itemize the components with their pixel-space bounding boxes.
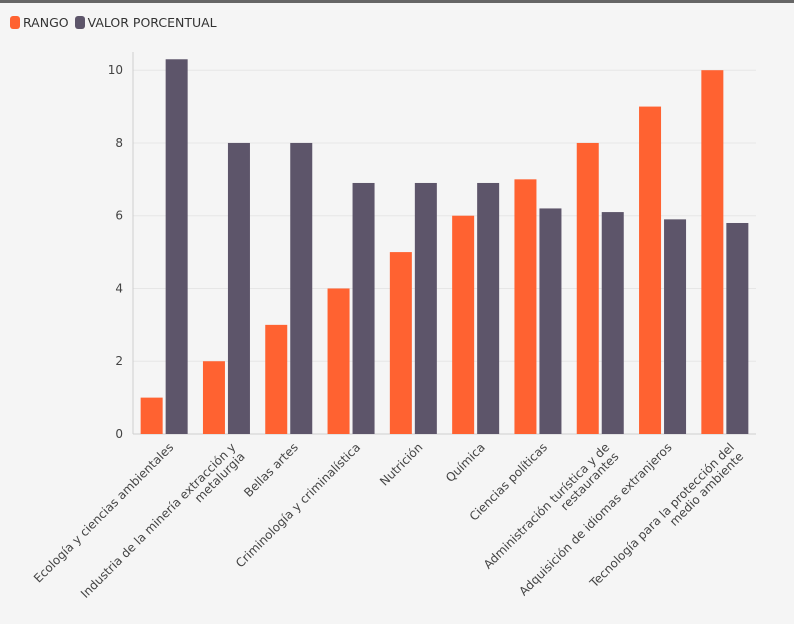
x-tick-label-0: Ecología y ciencias ambientales (31, 440, 176, 585)
legend-swatch-rango (10, 16, 20, 29)
x-tick-label-2: Bellas artes (241, 440, 301, 500)
legend-label-rango: RANGO (23, 15, 69, 30)
y-tick-label-2: 2 (115, 354, 123, 368)
bar-rango-6 (514, 179, 537, 434)
top-border (0, 0, 794, 3)
y-tick-label-6: 6 (115, 209, 123, 223)
x-tick-label-line: Nutrición (377, 440, 425, 488)
x-tick-label-line: Bellas artes (241, 440, 301, 500)
x-tick-label-line: Química (443, 440, 488, 485)
bar-rango-3 (327, 288, 350, 434)
y-tick-label-10: 10 (108, 63, 123, 77)
bar-valor-porcentual-7 (601, 212, 624, 434)
x-tick-label-4: Nutrición (377, 440, 425, 488)
bar-rango-1 (202, 361, 225, 434)
x-tick-label-3: Criminología y criminalística (233, 440, 363, 570)
legend-item-valor-porcentual[interactable]: VALOR PORCENTUAL (74, 15, 217, 30)
bar-valor-porcentual-5 (477, 182, 500, 434)
y-tick-label-0: 0 (115, 427, 123, 441)
y-tick-label-4: 4 (115, 281, 123, 295)
x-tick-label-line: Criminología y criminalística (233, 440, 363, 570)
bar-rango-5 (452, 215, 475, 434)
bar-valor-porcentual-9 (726, 222, 749, 434)
bar-valor-porcentual-8 (664, 219, 687, 434)
legend-swatch-valor-porcentual (74, 16, 85, 29)
bar-valor-porcentual-0 (165, 59, 188, 435)
bar-valor-porcentual-3 (352, 182, 375, 434)
chart-legend: RANGO VALOR PORCENTUAL (10, 15, 223, 30)
y-tick-label-8: 8 (115, 136, 123, 150)
legend-item-rango[interactable]: RANGO (10, 15, 69, 30)
bar-rango-0 (140, 397, 163, 434)
bar-rango-4 (389, 252, 412, 434)
bar-rango-7 (576, 142, 599, 434)
bar-rango-9 (701, 70, 724, 434)
legend-label-valor-porcentual: VALOR PORCENTUAL (87, 15, 217, 30)
x-tick-label-line: Ecología y ciencias ambientales (31, 440, 176, 585)
bar-valor-porcentual-6 (539, 208, 562, 434)
x-tick-label-1: Industria de la minería extracción ymeta… (78, 440, 248, 610)
bar-valor-porcentual-1 (227, 142, 250, 434)
bar-valor-porcentual-2 (290, 142, 313, 434)
x-tick-label-5: Química (443, 440, 488, 485)
x-tick-label-line: Administración turística y de (481, 440, 613, 572)
bar-valor-porcentual-4 (414, 182, 437, 434)
bar-rango-2 (265, 324, 288, 434)
bar-rango-8 (639, 106, 662, 435)
